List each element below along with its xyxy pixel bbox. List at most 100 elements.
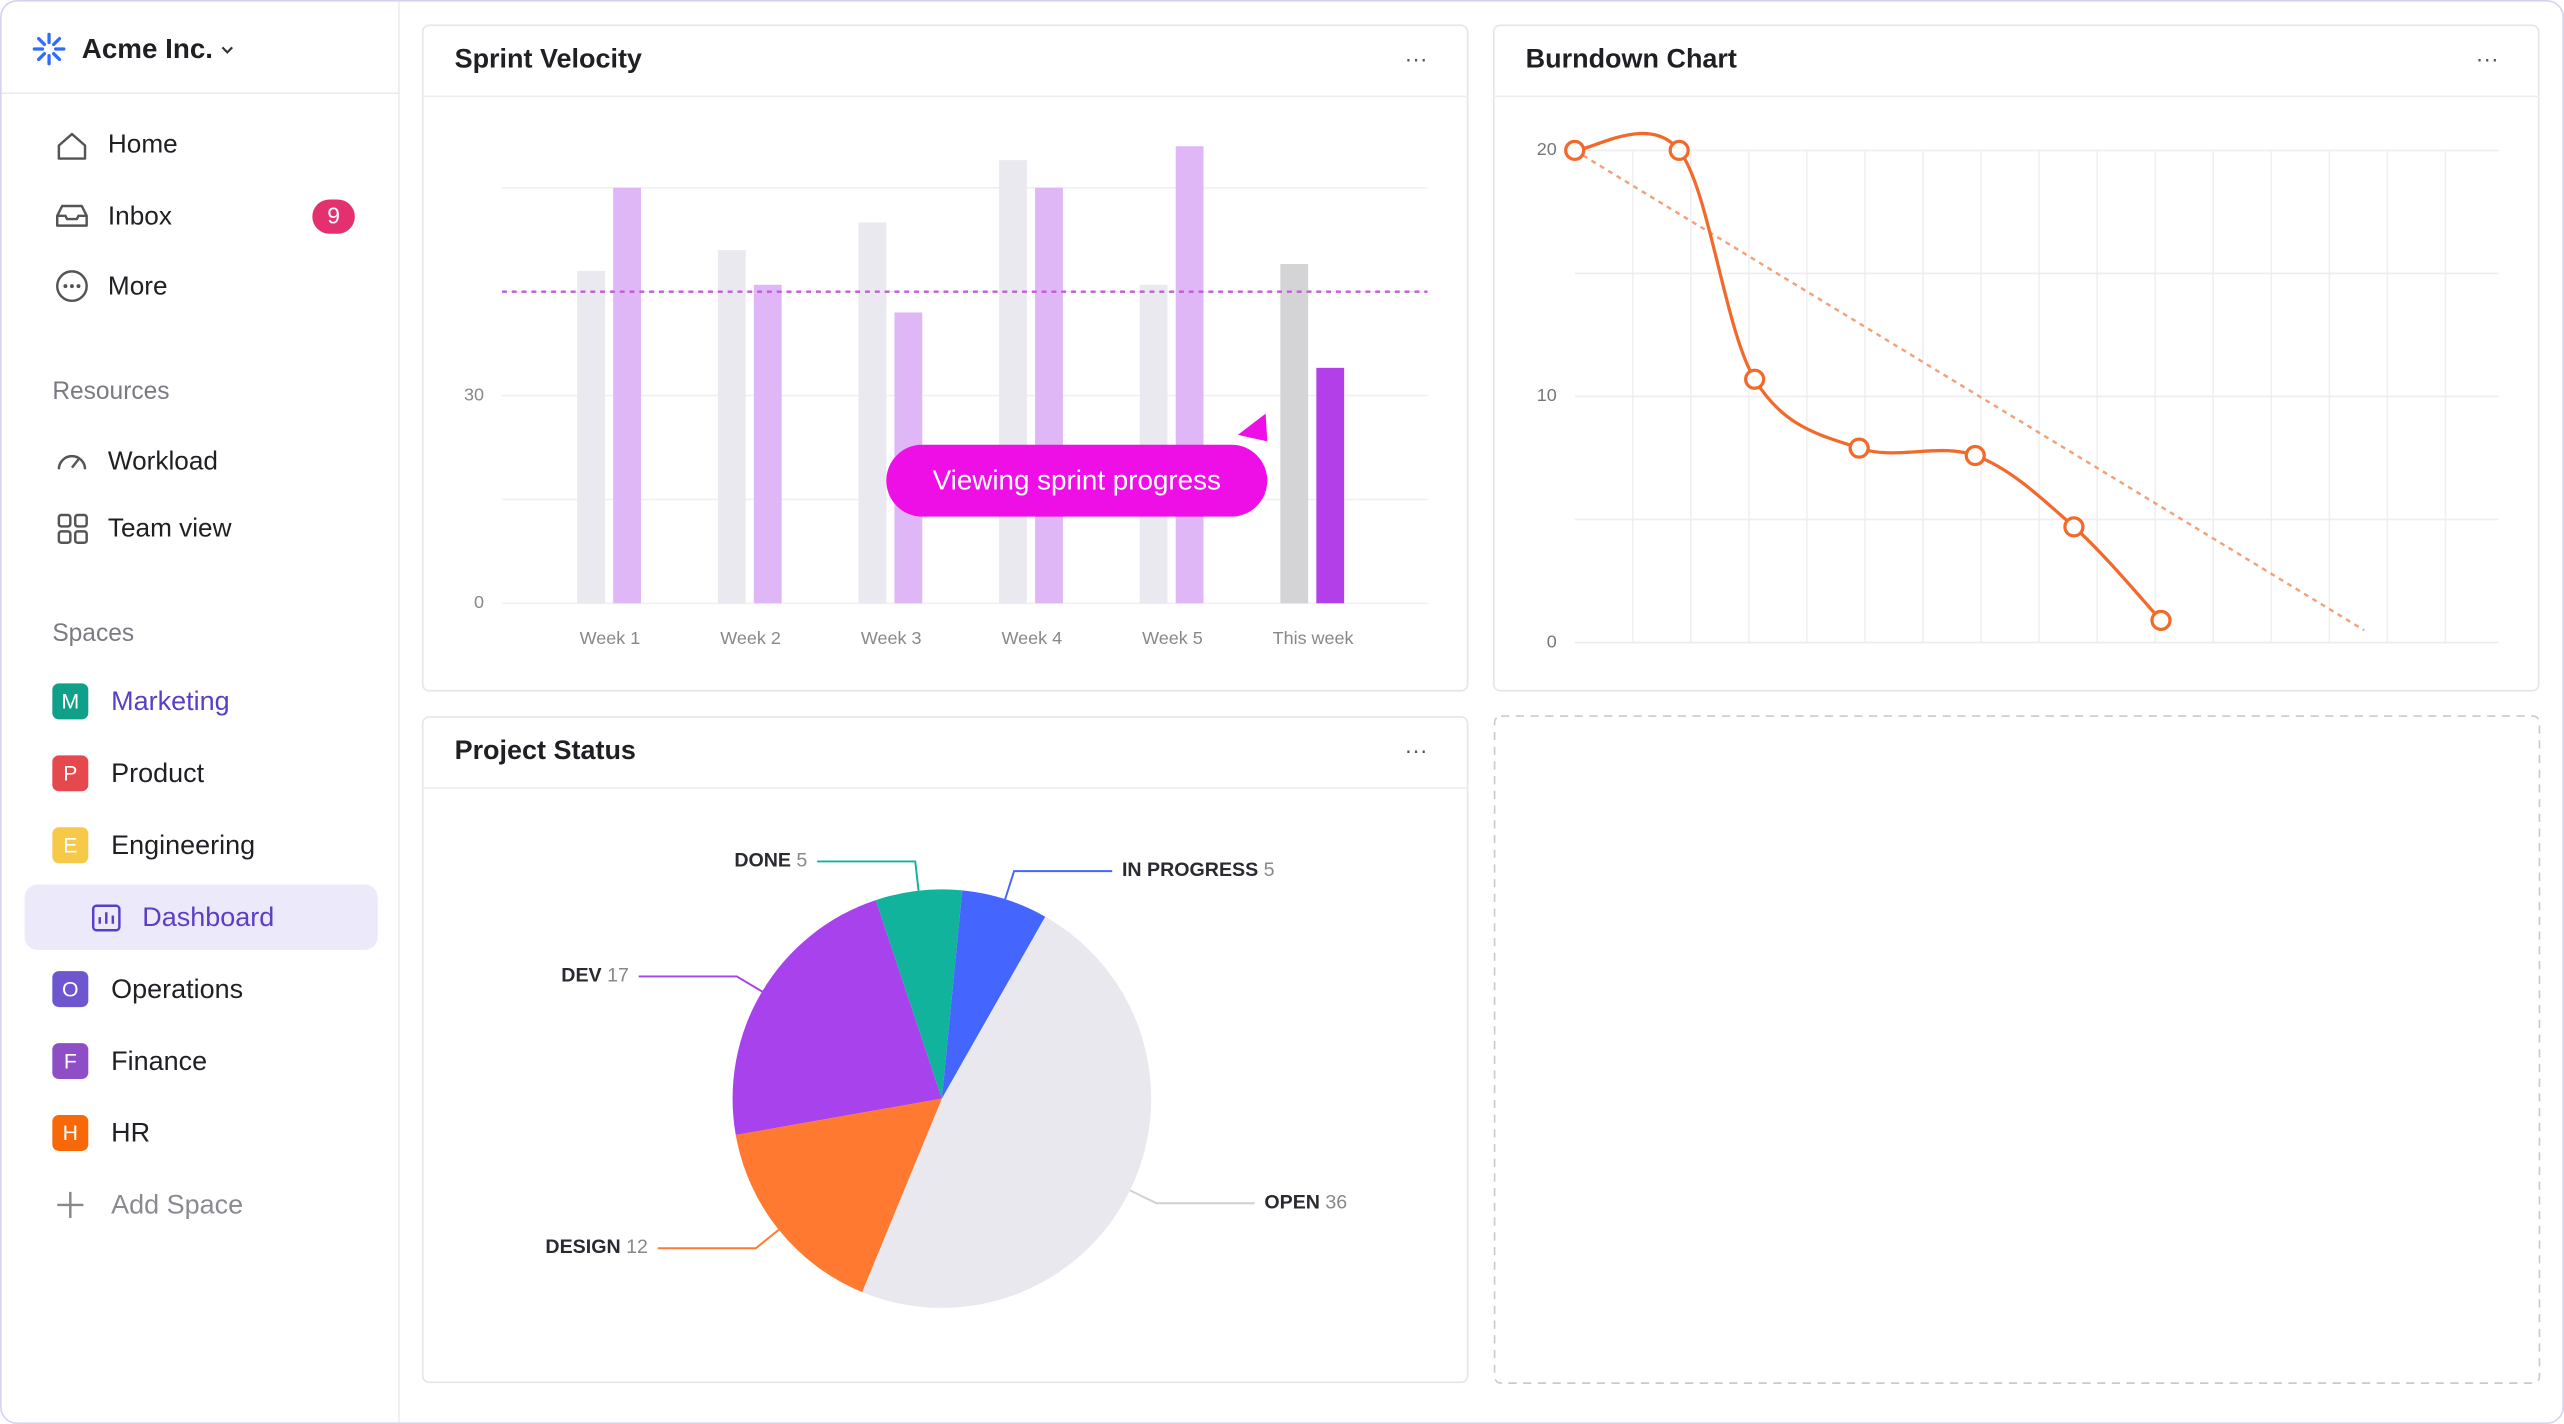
space-label: Operations — [111, 974, 243, 1004]
add-icon — [57, 1191, 84, 1219]
badge — [312, 199, 355, 234]
point — [1964, 444, 1986, 467]
resource-icon — [57, 454, 87, 470]
resource-icon — [73, 530, 88, 545]
resource-icon — [73, 513, 88, 528]
widget-menu[interactable]: ··· — [2476, 46, 2499, 72]
pie-slice — [732, 900, 942, 1135]
pie-label: DONE 5 — [734, 850, 807, 872]
pie-category: DESIGN — [545, 1236, 620, 1258]
nav-label: Home — [108, 128, 178, 158]
y-tick-label: 30 — [464, 384, 484, 404]
bar — [1035, 187, 1063, 604]
bar — [577, 270, 606, 604]
space-item[interactable]: M Marketing — [52, 683, 230, 720]
point — [2063, 516, 2085, 538]
pie-value: 17 — [607, 965, 629, 987]
leader-line — [638, 975, 763, 993]
pie-category: IN PROGRESS — [1122, 859, 1258, 881]
pie-value: 5 — [1264, 859, 1275, 881]
resource-icon — [57, 513, 72, 528]
bar — [858, 222, 887, 604]
logo-ray — [37, 37, 47, 47]
point — [1668, 139, 1690, 162]
y-tick-label: 0 — [1547, 631, 1557, 651]
pie-label: DESIGN 12 — [545, 1236, 647, 1258]
y-tick-label: 10 — [1537, 385, 1557, 405]
pie-value: 12 — [626, 1236, 648, 1258]
pie-slice — [941, 890, 1046, 1099]
logo-ray — [52, 37, 62, 47]
nav-label: More — [108, 271, 168, 301]
pie-value: 5 — [796, 850, 807, 872]
space-icon — [52, 827, 89, 864]
bar — [999, 160, 1027, 604]
bar — [753, 284, 782, 604]
nav-label: Inbox — [108, 200, 172, 230]
bar — [1175, 146, 1204, 604]
space-icon — [52, 683, 89, 720]
pie-category: DONE — [734, 850, 791, 872]
widget-menu[interactable]: ··· — [1405, 737, 1428, 763]
space-item[interactable]: E Engineering — [52, 827, 255, 864]
space-initial: O — [62, 977, 79, 1001]
space-label: Marketing — [111, 686, 229, 716]
resource-item[interactable]: Team view — [57, 513, 232, 545]
x-tick-label: Week 2 — [720, 628, 781, 648]
space-item[interactable]: H HR — [52, 1115, 150, 1151]
leader-line — [817, 860, 920, 891]
view-item[interactable]: Dashboard — [24, 884, 378, 950]
resource-label: Workload — [108, 446, 218, 476]
widget-title: Burndown Chart — [1526, 44, 1737, 74]
space-item[interactable]: P Product — [52, 755, 205, 792]
space-icon — [52, 1043, 89, 1080]
logo — [32, 32, 66, 66]
view-label: Dashboard — [142, 902, 274, 932]
nav-icon — [56, 204, 88, 227]
nav-icon — [57, 132, 87, 160]
view-icon-bars — [98, 912, 115, 924]
y-tick-label: 20 — [1537, 139, 1557, 159]
point — [1564, 139, 1586, 162]
bar — [1280, 263, 1309, 604]
resource-label: Team view — [108, 513, 232, 543]
x-tick-label: Week 1 — [580, 628, 641, 648]
empty-slot[interactable] — [1493, 715, 2541, 1384]
space-item[interactable]: F Finance — [52, 1043, 207, 1080]
widget-menu[interactable]: ··· — [1405, 46, 1428, 72]
leader-line — [1004, 870, 1113, 900]
bar — [613, 187, 641, 604]
add-space[interactable]: Add Space — [57, 1190, 243, 1220]
view-icon — [91, 904, 121, 932]
workspace-chevron[interactable] — [221, 46, 233, 54]
space-initial: E — [63, 833, 77, 857]
resource-item[interactable]: Workload — [57, 446, 218, 476]
nav-item[interactable]: More — [56, 270, 168, 303]
logo-ray — [37, 52, 47, 62]
point — [1848, 437, 1870, 459]
tooltip — [886, 444, 1268, 517]
space-item[interactable]: O Operations — [52, 971, 243, 1008]
tooltip-text: Viewing sprint progress — [933, 465, 1221, 496]
leader-line — [657, 1229, 780, 1250]
space-initial: M — [61, 690, 79, 714]
space-icon — [52, 1115, 89, 1151]
space-icon — [52, 971, 89, 1008]
pie-category: OPEN — [1264, 1191, 1320, 1213]
pie-slice — [735, 1098, 942, 1293]
point — [1744, 368, 1766, 390]
space-label: Product — [111, 758, 204, 788]
point — [2150, 609, 2172, 631]
nav-item[interactable]: Home — [57, 128, 178, 160]
bar — [717, 250, 746, 604]
nav-item[interactable]: Inbox 9 — [56, 199, 355, 234]
y-tick-label: 0 — [474, 592, 484, 612]
x-tick-label: Week 3 — [861, 628, 922, 648]
x-tick-label: Week 5 — [1142, 628, 1203, 648]
nav-icon — [56, 270, 88, 303]
pie-label: DEV 17 — [561, 965, 629, 987]
pie-slice — [875, 889, 963, 1099]
badge-count: 9 — [327, 202, 340, 228]
